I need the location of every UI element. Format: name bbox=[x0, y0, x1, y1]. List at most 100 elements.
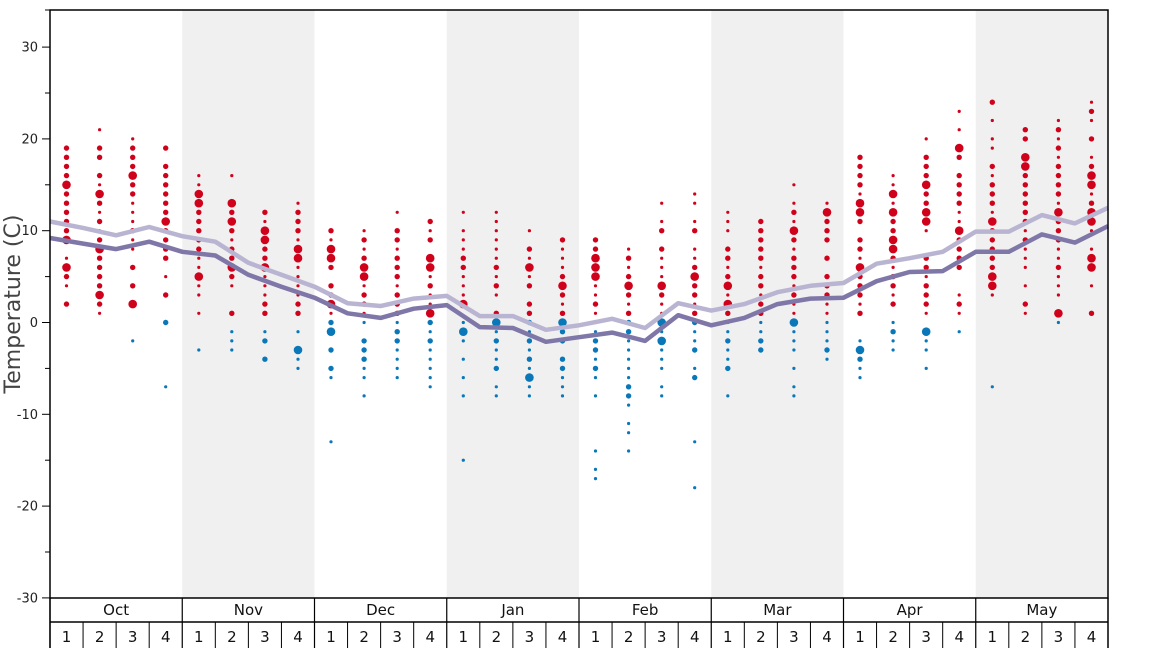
temperature-dot bbox=[63, 200, 70, 206]
temperature-dot bbox=[428, 348, 432, 352]
temperature-dot bbox=[395, 348, 399, 352]
temperature-dot bbox=[1088, 310, 1095, 316]
temperature-dot bbox=[957, 210, 961, 214]
temperature-dot bbox=[163, 255, 169, 261]
temperature-dot bbox=[1055, 127, 1062, 133]
temperature-dot bbox=[758, 237, 764, 243]
temperature-dot bbox=[329, 376, 333, 380]
temperature-dot bbox=[428, 366, 432, 370]
temperature-dot bbox=[425, 263, 435, 272]
temperature-dot bbox=[989, 255, 995, 261]
temperature-dot bbox=[792, 201, 796, 205]
temperature-dot bbox=[659, 292, 665, 298]
temperature-dot bbox=[197, 311, 201, 315]
temperature-dot bbox=[891, 348, 895, 352]
temperature-dot bbox=[660, 201, 664, 205]
temperature-dot bbox=[326, 253, 336, 263]
temperature-dot bbox=[660, 302, 664, 306]
temperature-dot bbox=[723, 281, 733, 291]
temperature-dot bbox=[1089, 247, 1094, 251]
week-label: 2 bbox=[888, 628, 898, 646]
temperature-dot bbox=[592, 365, 599, 372]
dark-line bbox=[49, 224, 1110, 345]
temperature-dot bbox=[758, 255, 764, 261]
temperature-dot bbox=[362, 247, 366, 251]
temperature-dot bbox=[593, 376, 598, 380]
temperature-dot bbox=[98, 311, 102, 315]
temperature-dot bbox=[921, 180, 931, 190]
temperature-dot bbox=[758, 273, 764, 280]
temperature-dot bbox=[1087, 217, 1096, 226]
temperature-dot bbox=[888, 235, 898, 245]
temperature-dot bbox=[690, 272, 699, 281]
week-label: 2 bbox=[1021, 628, 1031, 646]
temperature-dot bbox=[692, 310, 698, 316]
temperature-dot bbox=[262, 246, 268, 252]
temperature-dot bbox=[559, 292, 566, 298]
temperature-dot bbox=[627, 348, 631, 352]
temperature-dot bbox=[1056, 320, 1060, 325]
temperature-dot bbox=[230, 238, 234, 242]
temperature-dot bbox=[526, 283, 533, 289]
temperature-dot bbox=[161, 217, 170, 226]
temperature-dot bbox=[1022, 209, 1028, 215]
temperature-dot bbox=[328, 347, 334, 353]
temperature-dot bbox=[627, 265, 631, 269]
temperature-dot bbox=[888, 244, 898, 254]
temperature-dot bbox=[229, 310, 235, 316]
temperature-dot bbox=[560, 394, 565, 398]
temperature-dot bbox=[461, 293, 465, 297]
temperature-dot bbox=[824, 237, 830, 243]
temperature-dot bbox=[163, 145, 169, 151]
temperature-dot bbox=[660, 265, 664, 269]
temperature-dot bbox=[624, 281, 633, 291]
temperature-dot bbox=[197, 256, 201, 260]
temperature-dot bbox=[527, 348, 532, 352]
temperature-dot bbox=[660, 348, 664, 352]
temperature-dot bbox=[1087, 171, 1096, 180]
temperature-dot bbox=[1089, 100, 1094, 104]
temperature-dot bbox=[890, 329, 896, 335]
temperature-dot bbox=[627, 403, 631, 407]
temperature-dot bbox=[62, 263, 71, 272]
temperature-dot bbox=[131, 247, 135, 251]
temperature-dot bbox=[890, 228, 896, 234]
temperature-dot bbox=[1056, 201, 1060, 205]
temperature-dot bbox=[460, 264, 466, 271]
temperature-dot bbox=[494, 275, 498, 279]
temperature-dot bbox=[593, 394, 598, 398]
temperature-dot bbox=[362, 394, 366, 398]
temperature-dot bbox=[428, 385, 432, 389]
week-label: 4 bbox=[822, 628, 832, 646]
temperature-dot bbox=[263, 275, 267, 279]
temperature-dot bbox=[857, 356, 863, 362]
temperature-dot bbox=[293, 253, 303, 263]
temperature-dot bbox=[559, 365, 566, 372]
temperature-dot bbox=[758, 218, 764, 225]
temperature-dot bbox=[627, 339, 631, 343]
temperature-dot bbox=[128, 299, 137, 309]
temperature-dot bbox=[1087, 180, 1096, 190]
temperature-dot bbox=[625, 329, 632, 335]
temperature-dot bbox=[857, 163, 863, 170]
temperature-dot bbox=[924, 348, 928, 352]
temperature-dot bbox=[1087, 263, 1096, 272]
temperature-dot bbox=[227, 198, 237, 208]
temperature-dot bbox=[362, 376, 366, 380]
temperature-dot bbox=[526, 356, 533, 362]
temperature-dot bbox=[96, 154, 103, 160]
temperature-dot bbox=[855, 345, 865, 355]
temperature-dot bbox=[825, 201, 829, 205]
temperature-dot bbox=[494, 247, 498, 251]
temperature-dot bbox=[295, 218, 301, 225]
week-label: 4 bbox=[425, 628, 435, 646]
temperature-dot bbox=[693, 192, 697, 196]
temperature-dot bbox=[693, 486, 697, 490]
temperature-dot bbox=[526, 301, 533, 307]
temperature-dot bbox=[1056, 275, 1060, 279]
temperature-dot bbox=[328, 319, 334, 326]
temperature-dot bbox=[1088, 108, 1095, 115]
temperature-dot bbox=[461, 339, 465, 343]
temperature-dot bbox=[527, 385, 532, 389]
temperature-dot bbox=[791, 264, 797, 271]
